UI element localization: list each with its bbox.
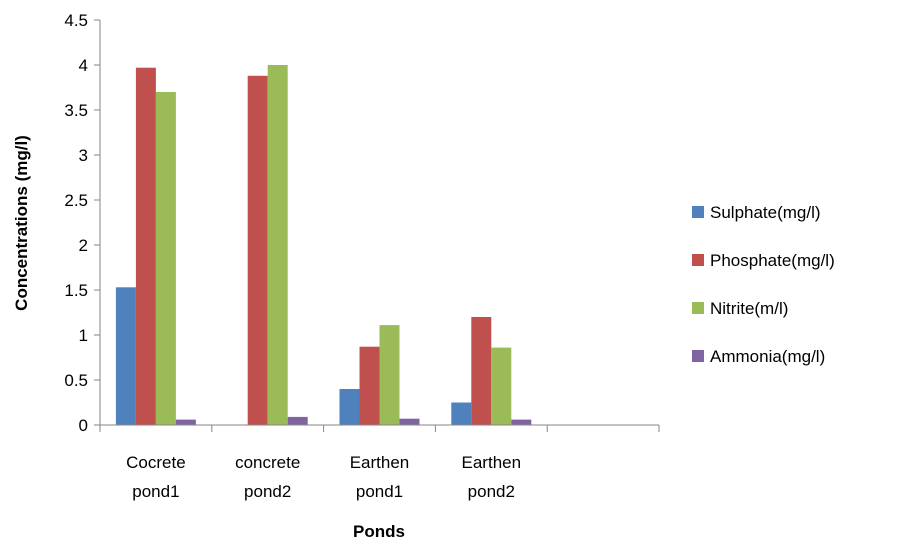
bars-layer <box>115 65 532 426</box>
y-tick-label: 0.5 <box>64 371 88 390</box>
bar-sulphate-mg-l-0 <box>115 287 136 425</box>
category-label: pond2 <box>244 482 291 501</box>
y-tick-label: 0 <box>79 416 88 435</box>
y-tick-label: 2 <box>79 236 88 255</box>
bar-nitrite-m-l-2 <box>379 325 400 425</box>
y-tick-label: 4 <box>79 56 88 75</box>
bar-ammonia-mg-l-1 <box>287 416 308 425</box>
legend-swatch-nitrite-m-l <box>692 302 704 314</box>
y-axis-title: Concentrations (mg/l) <box>12 135 31 311</box>
bar-ammonia-mg-l-2 <box>399 418 420 425</box>
category-label: pond2 <box>468 482 515 501</box>
category-label: pond1 <box>356 482 403 501</box>
legend-label-ammonia-mg-l: Ammonia(mg/l) <box>710 347 825 366</box>
bar-ammonia-mg-l-3 <box>511 419 532 425</box>
legend-label-nitrite-m-l: Nitrite(m/l) <box>710 299 788 318</box>
legend-swatch-phosphate-mg-l <box>692 254 704 266</box>
category-label: pond1 <box>132 482 179 501</box>
bar-phosphate-mg-l-1 <box>247 75 268 426</box>
bar-nitrite-m-l-3 <box>491 347 512 425</box>
legend-label-phosphate-mg-l: Phosphate(mg/l) <box>710 251 835 270</box>
bar-phosphate-mg-l-0 <box>135 67 156 425</box>
y-tick-label: 3 <box>79 146 88 165</box>
y-tick-label: 2.5 <box>64 191 88 210</box>
bar-phosphate-mg-l-2 <box>359 346 380 425</box>
legend: Sulphate(mg/l) Phosphate(mg/l) Nitrite(m/l… <box>692 203 835 366</box>
bar-nitrite-m-l-1 <box>267 65 288 425</box>
bar-sulphate-mg-l-2 <box>339 389 360 425</box>
category-label: Earthen <box>350 453 410 472</box>
bar-nitrite-m-l-0 <box>155 92 176 425</box>
legend-swatch-sulphate-mg-l <box>692 206 704 218</box>
y-tick-label: 4.5 <box>64 11 88 30</box>
y-tick-label: 1 <box>79 326 88 345</box>
legend-label-sulphate-mg-l: Sulphate(mg/l) <box>710 203 821 222</box>
bar-ammonia-mg-l-0 <box>175 419 196 425</box>
legend-swatch-ammonia-mg-l <box>692 350 704 362</box>
y-tick-label: 3.5 <box>64 101 88 120</box>
category-label: concrete <box>235 453 300 472</box>
tick-labels-layer: 0 0.5 1 1.5 2 2.5 3 3.5 4 4.5 <box>64 11 88 435</box>
category-label: Earthen <box>462 453 522 472</box>
y-tick-label: 1.5 <box>64 281 88 300</box>
bar-phosphate-mg-l-3 <box>471 317 492 425</box>
x-axis-title: Ponds <box>353 522 405 541</box>
category-labels-layer: Cocrete pond1 concrete pond2 Earthen pond1 Ear… <box>126 453 521 501</box>
category-label: Cocrete <box>126 453 186 472</box>
bar-sulphate-mg-l-3 <box>451 402 472 425</box>
axes-layer <box>94 19 660 432</box>
